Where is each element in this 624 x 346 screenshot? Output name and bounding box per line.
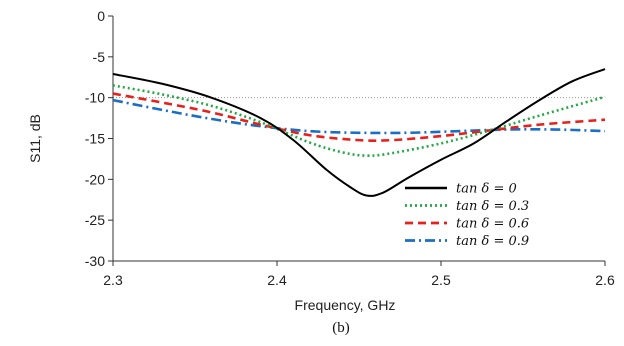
y-tick-label: -25 [85, 212, 105, 228]
series-line-1 [112, 84, 606, 157]
legend-label-2: tan δ = 0.6 [456, 217, 529, 232]
y-tick-label: -10 [85, 90, 105, 106]
y-tick-label: -5 [93, 49, 106, 65]
x-tick-label: 2.5 [431, 272, 451, 288]
y-axis-title: S11, dB [27, 114, 43, 163]
legend-label-1: tan δ = 0.3 [456, 199, 529, 214]
y-tick-label: 0 [97, 8, 105, 24]
legend-label-3: tan δ = 0.9 [456, 234, 529, 249]
x-axis-title: Frequency, GHz [295, 297, 396, 313]
y-tick-label: -30 [85, 253, 105, 269]
figure-caption: (b) [332, 320, 350, 336]
series-line-3 [112, 98, 606, 135]
y-tick-label: -15 [85, 131, 105, 147]
x-tick-label: 2.3 [103, 272, 123, 288]
x-tick-label: 2.6 [595, 272, 615, 288]
series-line-0 [112, 68, 606, 197]
series-line-2 [112, 92, 606, 142]
x-tick-label: 2.4 [267, 272, 287, 288]
y-tick-label: -20 [85, 171, 105, 187]
legend-label-0: tan δ = 0 [456, 182, 517, 197]
